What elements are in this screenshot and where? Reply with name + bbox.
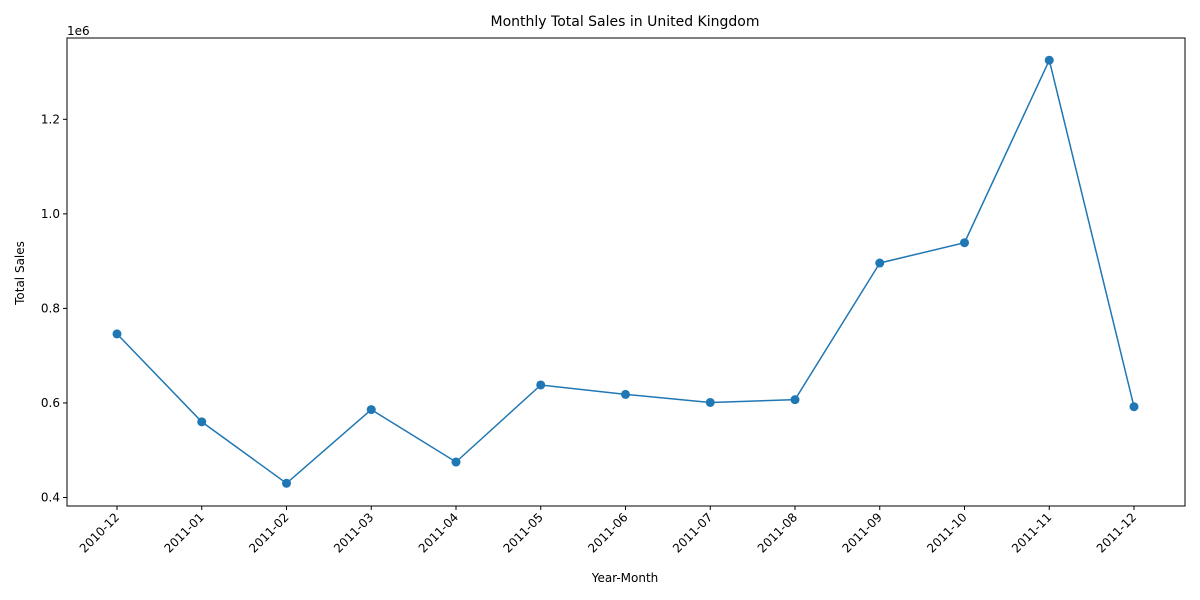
y-tick-label: 1.2: [41, 112, 60, 126]
x-tick-label: 2010-12: [77, 510, 122, 555]
x-tick-label: 2011-09: [840, 510, 885, 555]
x-tick-label: 2011-06: [585, 510, 630, 555]
y-axis-label: Total Sales: [13, 241, 27, 306]
x-tick-label: 2011-10: [924, 510, 969, 555]
x-tick-label: 2011-05: [501, 510, 546, 555]
data-point: [705, 397, 715, 407]
x-tick-label: 2011-11: [1009, 510, 1054, 555]
data-point: [1044, 55, 1054, 65]
plot-frame: [66, 37, 1186, 507]
data-point: [960, 238, 969, 248]
chart-title: Monthly Total Sales in United Kingdom: [491, 14, 760, 30]
x-tick-label: 2011-12: [1094, 510, 1139, 555]
data-point: [536, 380, 546, 390]
data-point: [451, 457, 461, 467]
x-tick-label: 2011-08: [755, 510, 800, 555]
x-tick-label: 2011-01: [162, 510, 207, 555]
series-line: [116, 57, 1135, 485]
data-point: [112, 329, 122, 339]
data-point: [875, 258, 885, 268]
x-tick-label: 2011-03: [331, 510, 376, 555]
x-tick-label: 2011-04: [416, 510, 461, 555]
x-tick-label: 2011-02: [246, 510, 291, 555]
data-point: [621, 389, 630, 399]
y-offset-text: 1e6: [67, 24, 90, 38]
y-tick-label: 0.6: [41, 396, 60, 410]
data-point: [366, 405, 376, 415]
y-tick-label: 1.0: [41, 207, 60, 221]
data-point: [790, 395, 800, 405]
data-point: [197, 417, 207, 427]
plot-area: 0.4 0.6 0.8 1.0 1.2 2010-12 2011-01 2011-02 2011…: [41, 37, 1186, 556]
x-tick-label: 2011-07: [670, 510, 715, 555]
data-point: [282, 478, 291, 488]
x-axis-label: Year-Month: [591, 571, 659, 585]
y-tick-label: 0.8: [41, 301, 60, 315]
data-point: [1129, 402, 1139, 412]
y-tick-label: 0.4: [41, 490, 60, 504]
